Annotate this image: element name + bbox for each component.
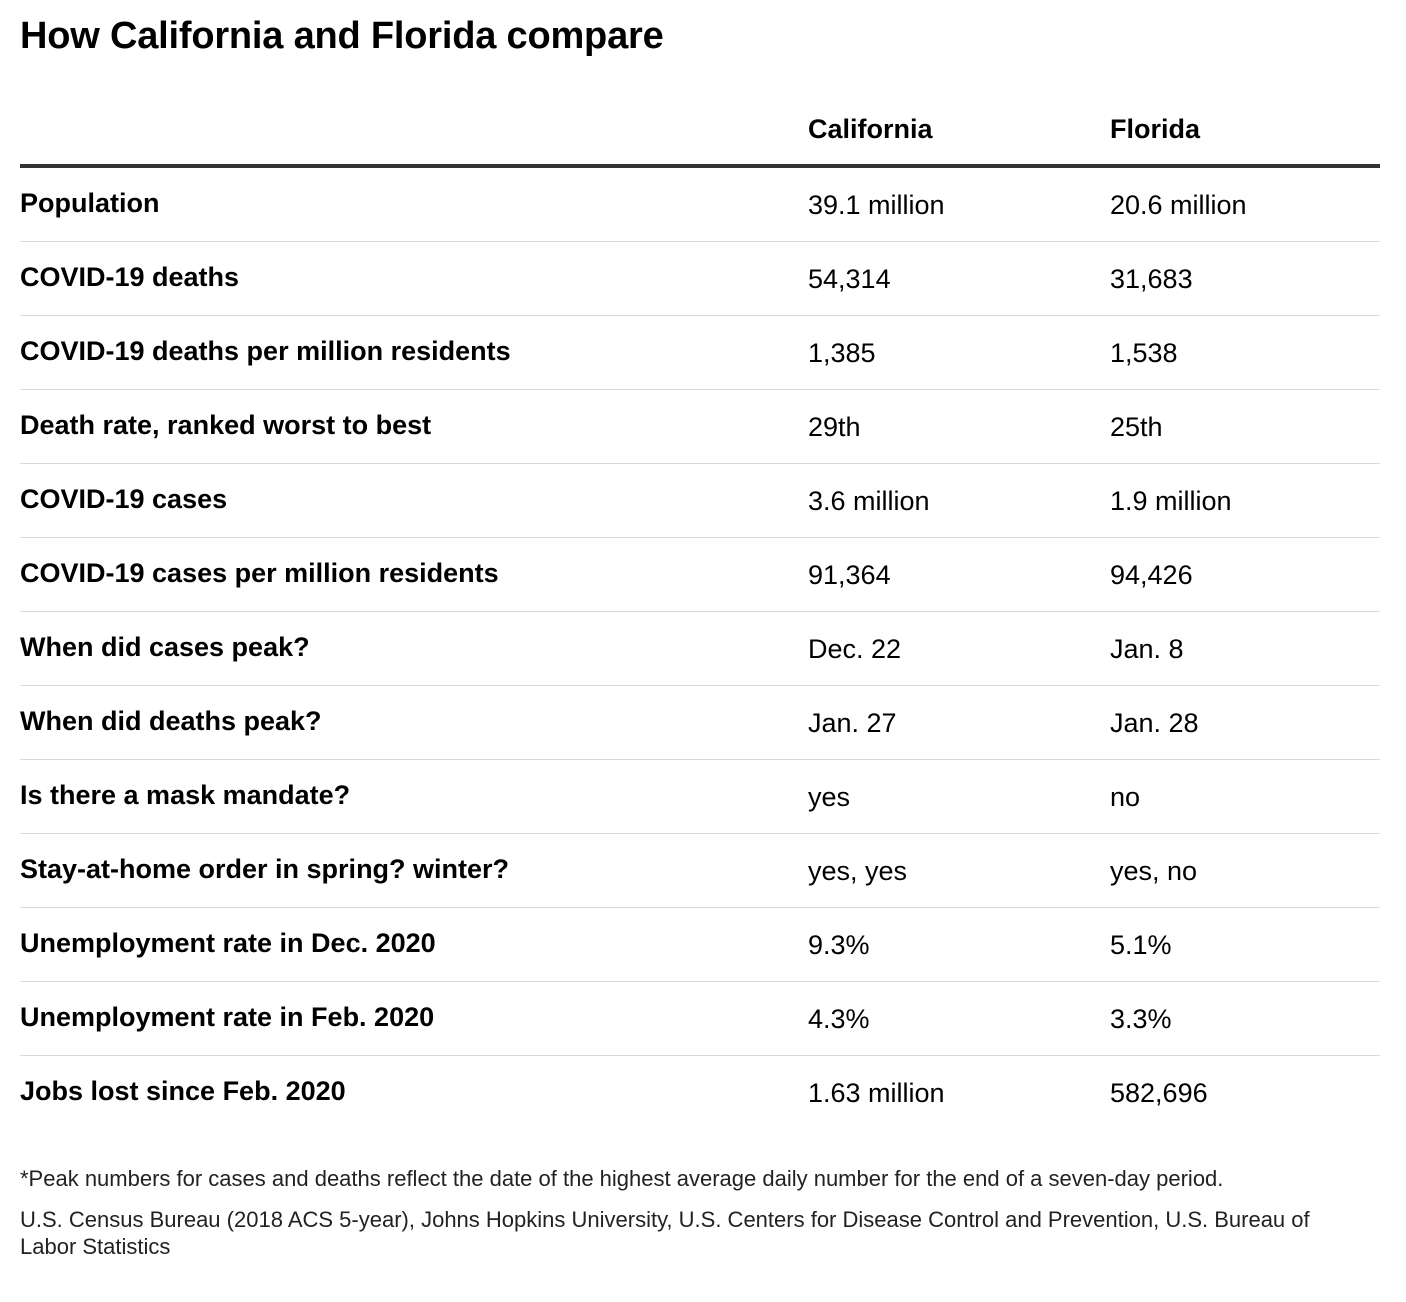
florida-value: 1,538 <box>1110 338 1178 368</box>
table-row: When did deaths peak? Jan. 27 Jan. 28 <box>20 686 1380 760</box>
california-value: 9.3% <box>808 930 870 960</box>
california-value: 4.3% <box>808 1004 870 1034</box>
table-row: Unemployment rate in Feb. 2020 4.3% 3.3% <box>20 982 1380 1056</box>
california-value: yes, yes <box>808 856 908 886</box>
row-label: When did cases peak? <box>20 632 310 662</box>
table-row: COVID-19 cases 3.6 million 1.9 million <box>20 464 1380 538</box>
table-body: Population 39.1 million 20.6 million COVID-… <box>20 168 1380 1129</box>
row-label: Unemployment rate in Dec. 2020 <box>20 928 436 958</box>
table-row: Is there a mask mandate? yes no <box>20 760 1380 834</box>
california-value: yes <box>808 782 851 812</box>
california-value: 1,385 <box>808 338 876 368</box>
california-value: 1.63 million <box>808 1078 945 1108</box>
california-value: 3.6 million <box>808 486 930 516</box>
florida-value: 25th <box>1110 412 1163 442</box>
column-header-california: California <box>808 114 933 144</box>
table-row: COVID-19 deaths per million residents 1,3… <box>20 316 1380 390</box>
florida-value: no <box>1110 782 1141 812</box>
column-header-florida: Florida <box>1110 114 1201 144</box>
row-label: COVID-19 deaths per million residents <box>20 336 511 366</box>
florida-value: 3.3% <box>1110 1004 1172 1034</box>
row-label: Death rate, ranked worst to best <box>20 410 432 440</box>
row-label: Is there a mask mandate? <box>20 780 351 810</box>
florida-value: 582,696 <box>1110 1078 1208 1108</box>
row-label: When did deaths peak? <box>20 706 322 736</box>
row-label: COVID-19 cases <box>20 484 228 514</box>
florida-value: Jan. 28 <box>1110 708 1199 738</box>
row-label: Unemployment rate in Feb. 2020 <box>20 1002 435 1032</box>
table-row: COVID-19 deaths 54,314 31,683 <box>20 242 1380 316</box>
comparison-table: California Florida Population 39.1 millio… <box>20 94 1380 1129</box>
source-note: U.S. Census Bureau (2018 ACS 5-year), Jo… <box>20 1207 1310 1259</box>
california-value: Jan. 27 <box>808 708 897 738</box>
table-row: Population 39.1 million 20.6 million <box>20 168 1380 242</box>
footnote: *Peak numbers for cases and deaths refle… <box>20 1166 1224 1191</box>
california-value: 91,364 <box>808 560 891 590</box>
table-row: Stay-at-home order in spring? winter? yes… <box>20 834 1380 908</box>
florida-value: Jan. 8 <box>1110 634 1184 664</box>
table-row: Jobs lost since Feb. 2020 1.63 million 582… <box>20 1056 1380 1129</box>
florida-value: 94,426 <box>1110 560 1193 590</box>
florida-value: 31,683 <box>1110 264 1193 294</box>
row-label: COVID-19 deaths <box>20 262 240 292</box>
table-header-row: California Florida <box>20 94 1380 168</box>
california-value: 39.1 million <box>808 190 945 220</box>
table-row: When did cases peak? Dec. 22 Jan. 8 <box>20 612 1380 686</box>
california-value: 54,314 <box>808 264 891 294</box>
chart-title: How California and Florida compare <box>20 15 664 57</box>
row-label: Stay-at-home order in spring? winter? <box>20 854 510 884</box>
row-label: COVID-19 cases per million residents <box>20 558 499 588</box>
florida-value: 5.1% <box>1110 930 1172 960</box>
row-label: Population <box>20 188 160 218</box>
table-row: COVID-19 cases per million residents 91,3… <box>20 538 1380 612</box>
table-row: Unemployment rate in Dec. 2020 9.3% 5.1% <box>20 908 1380 982</box>
florida-value: yes, no <box>1110 856 1198 886</box>
florida-value: 20.6 million <box>1110 190 1247 220</box>
row-label: Jobs lost since Feb. 2020 <box>20 1076 346 1106</box>
california-value: 29th <box>808 412 861 442</box>
table-row: Death rate, ranked worst to best 29th 25th <box>20 390 1380 464</box>
california-value: Dec. 22 <box>808 634 902 664</box>
florida-value: 1.9 million <box>1110 486 1232 516</box>
